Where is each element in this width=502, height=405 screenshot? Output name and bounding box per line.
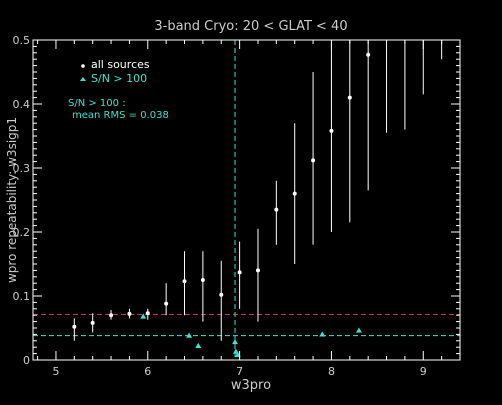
chart-title: 3-band Cryo: 20 < GLAT < 40 [154, 19, 347, 34]
data-point-all-sources-6 [182, 279, 187, 284]
y-tick-label: 0 [23, 354, 30, 367]
y-tick-label: 0.3 [13, 162, 31, 175]
data-point-all-sources-0 [72, 324, 77, 329]
data-point-all-sources-7 [200, 278, 205, 282]
y-tick-label: 0.5 [13, 34, 31, 47]
legend: all sources S/N > 100 [80, 58, 150, 85]
x-tick-label: 8 [328, 365, 335, 378]
data-point-sn-100-6 [319, 331, 326, 337]
plot-area: 5 6 7 8 9 0 0.1 0.2 0.3 0.4 0.5 [13, 34, 461, 378]
x-tick-label: 7 [236, 365, 243, 378]
data-point-all-sources-16 [366, 52, 371, 57]
data-point-all-sources-11 [274, 207, 279, 212]
data-point-all-sources-1 [90, 320, 95, 325]
data-point-all-sources-3 [127, 311, 132, 316]
data-point-all-sources-10 [255, 268, 260, 273]
x-tick-label: 5 [52, 365, 59, 378]
data-point-all-sources-14 [329, 128, 334, 133]
data-point-all-sources-13 [311, 158, 316, 163]
data-point-all-sources-5 [164, 301, 169, 306]
data-point-all-sources-15 [347, 95, 352, 100]
y-axis-label: wpro repeatability: w3sigp1 [5, 117, 19, 283]
data-point-all-sources-9 [237, 270, 242, 275]
legend-dot-marker [81, 64, 85, 68]
x-tick-label: 6 [144, 365, 151, 378]
legend-triangle-marker [80, 77, 86, 81]
data-point-sn-100-0 [140, 313, 147, 319]
x-axis-label: w3pro [231, 378, 271, 393]
data-point-sn-100-2 [195, 342, 202, 349]
annotation-line-2: mean RMS = 0.038 [72, 110, 169, 121]
data-point-all-sources-4 [145, 311, 150, 316]
data-point-all-sources-12 [292, 191, 297, 196]
legend-label-all-sources: all sources [91, 58, 150, 71]
data-point-sn-100-7 [355, 327, 362, 333]
data-point-all-sources-8 [219, 292, 224, 297]
rms-annotation: S/N > 100 : mean RMS = 0.038 [68, 98, 169, 121]
legend-label-sn-100: S/N > 100 [91, 72, 147, 85]
y-tick-label: 0.4 [13, 98, 31, 111]
y-tick-label: 0.2 [13, 226, 31, 239]
annotation-line-1: S/N > 100 : [68, 98, 126, 109]
y-tick-label: 0.1 [13, 290, 31, 303]
data-point-sn-100-3 [232, 339, 239, 345]
x-tick-label: 9 [420, 365, 427, 378]
data-point-all-sources-2 [109, 313, 114, 318]
data-point-sn-100-1 [186, 332, 193, 338]
